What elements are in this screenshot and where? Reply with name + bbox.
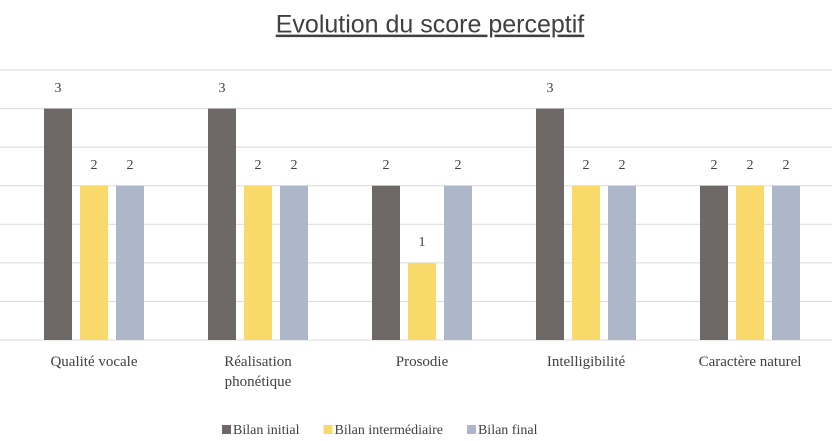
data-label: 2 [127,158,134,173]
legend-swatch [222,425,231,434]
data-label: 2 [747,158,754,173]
x-tick-label: Intelligibilité [546,354,626,370]
data-label: 2 [455,158,462,173]
bar [372,185,400,340]
legend-label: Bilan initial [233,423,300,438]
bar [44,108,72,340]
data-label: 3 [547,81,554,96]
data-label: 2 [711,158,718,173]
bar [116,185,144,340]
data-label: 2 [255,158,262,173]
bar [80,185,108,340]
x-tick-label: Qualité vocale [50,354,138,370]
data-label: 1 [419,235,426,250]
data-label: 2 [383,158,390,173]
legend-label: Bilan final [478,423,538,438]
bar [280,185,308,340]
legend-swatch [466,425,476,434]
bar [608,185,636,340]
bar [244,185,272,340]
bar [572,185,600,340]
x-tick-label: Caractère naturel [698,354,802,370]
data-label: 3 [55,81,62,96]
chart-title: Evolution du score perceptif [276,11,585,39]
data-label: 2 [619,158,626,173]
bar [736,185,764,340]
bar [700,185,728,340]
bar [444,185,472,340]
data-label: 2 [583,158,590,173]
x-tick-label: Prosodie [395,354,449,370]
data-label: 2 [91,158,98,173]
bar [536,108,564,340]
x-tick-label: Réalisation phonétique [224,354,292,390]
bar [772,185,800,340]
data-label: 3 [219,81,226,96]
legend-label: Bilan intermédiaire [335,423,443,438]
bar [408,262,436,340]
data-label: 2 [291,158,298,173]
data-label: 2 [783,158,790,173]
legend-swatch [323,425,333,434]
bar [208,108,236,340]
